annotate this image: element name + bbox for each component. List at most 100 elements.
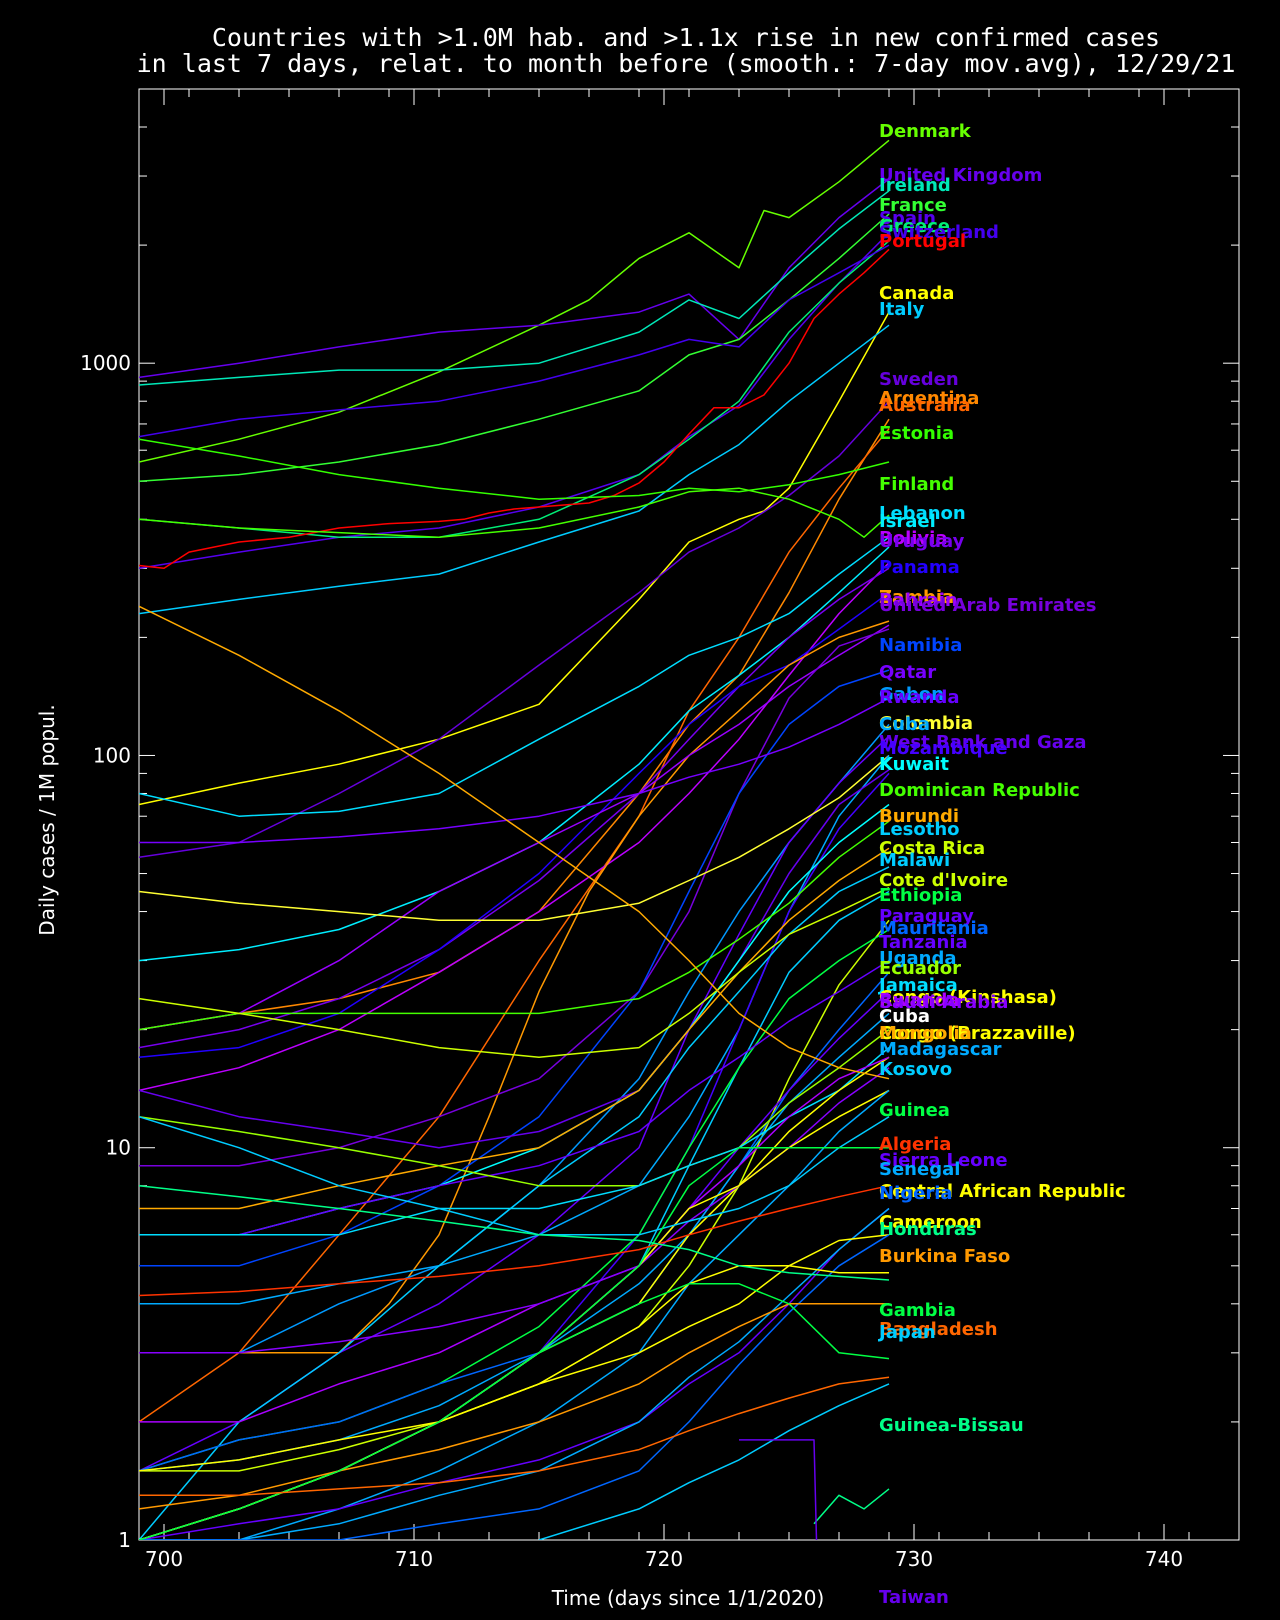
series-line-spain xyxy=(139,232,890,570)
series-line-lebanon xyxy=(139,536,890,817)
series-label-honduras: Honduras xyxy=(879,1219,977,1240)
series-line-cote-d-ivoire xyxy=(139,919,890,1472)
series-label-lebanon: Lebanon xyxy=(879,503,966,524)
series-label-canada: Canada xyxy=(879,283,954,304)
series-label-mongolia: Mongolia xyxy=(879,1023,972,1044)
series-label-central-african-republic: Central African Republic xyxy=(879,1181,1126,1202)
series-label-ireland: Ireland xyxy=(879,175,951,196)
series-label-israel: Israel xyxy=(879,511,936,532)
series-label-qatar: Qatar xyxy=(879,662,936,683)
series-line-bolivia xyxy=(139,562,890,1092)
series-label-cote-d-ivoire: Cote d'Ivoire xyxy=(879,870,1008,891)
series-label-sierra-leone: Sierra Leone xyxy=(879,1150,1008,1171)
series-label-paraguay: Paraguay xyxy=(879,906,974,927)
series-line-israel xyxy=(139,546,890,962)
series-label-ecuador: Ecuador xyxy=(879,958,961,979)
series-label-greece: Greece xyxy=(879,216,950,237)
x-tick-label: 740 xyxy=(1145,1547,1183,1571)
series-label-gambia: Gambia xyxy=(879,1300,956,1321)
series-label-cuba: Cuba xyxy=(879,714,930,735)
series-label-argentina: Argentina xyxy=(879,388,979,409)
series-line-colombia xyxy=(139,754,890,922)
series-label-burkina-faso: Burkina Faso xyxy=(879,1246,1010,1267)
series-label-uruguay: Uruguay xyxy=(879,531,965,552)
series-label-jamaica: Jamaica xyxy=(877,975,958,996)
series-label-mozambique: Mozambique xyxy=(879,738,1008,759)
plot-frame xyxy=(138,88,1240,1541)
series-line-ethiopia xyxy=(139,928,890,1472)
series-line-estonia xyxy=(139,438,890,500)
y-tick-label: 1000 xyxy=(80,351,131,375)
series-label-bangladesh: Bangladesh xyxy=(879,1319,998,1340)
series-label-namibia: Namibia xyxy=(879,635,962,656)
series-line-bahrain xyxy=(139,624,890,1031)
series-line-united-kingdom xyxy=(139,178,890,379)
series-line-uruguay xyxy=(139,567,890,1049)
series-label-japan: Japan xyxy=(877,1322,936,1343)
series-label-rwanda: Rwanda xyxy=(879,990,959,1011)
series-label-bolivia: Bolivia xyxy=(879,528,947,549)
series-label-uganda: Uganda xyxy=(879,948,957,969)
y-tick-label: 10 xyxy=(106,1136,131,1160)
series-label-kuwait: Kuwait xyxy=(879,754,949,775)
x-tick-label: 720 xyxy=(645,1547,683,1571)
series-label-guinea: Guinea xyxy=(879,1100,950,1121)
x-tick-label: 700 xyxy=(145,1547,183,1571)
series-line-switzerland xyxy=(139,244,890,438)
series-line-burundi xyxy=(139,847,890,1210)
series-label-switzerland: Switzerland xyxy=(879,222,999,243)
series-line-burkina-faso xyxy=(139,1303,889,1510)
series-line-honduras xyxy=(139,1184,890,1281)
series-label-united-arab-emirates: United Arab Emirates xyxy=(879,595,1096,616)
series-label-rwanda: Rwanda xyxy=(879,687,959,708)
series-label-tanzania: Tanzania xyxy=(879,932,968,953)
x-tick-label: 730 xyxy=(895,1547,933,1571)
x-tick-label: 710 xyxy=(395,1547,433,1571)
series-line-australia xyxy=(139,428,890,1423)
series-label-panama: Panama xyxy=(879,557,960,578)
series-label-cuba: Cuba xyxy=(879,1006,930,1027)
series-label-saudi-arabia: Saudi Arabia xyxy=(879,992,1008,1013)
series-line-rwanda2 xyxy=(139,1056,890,1423)
series-line-argentina xyxy=(139,418,890,1031)
series-label-senegal: Senegal xyxy=(879,1159,960,1180)
series-line-taiwan xyxy=(739,1439,818,1540)
chart-subtitle: in last 7 days, relat. to month before (… xyxy=(137,49,1236,78)
series-line-malawi xyxy=(139,890,890,1540)
series-line-algeria xyxy=(139,1184,890,1297)
series-line-costa-rica xyxy=(139,887,890,1059)
series-label-kosovo: Kosovo xyxy=(879,1059,952,1080)
series-label-dominican-republic: Dominican Republic xyxy=(879,780,1080,801)
series-line-senegal xyxy=(139,1207,890,1540)
series-line-canada xyxy=(139,311,890,806)
series-label-spain: Spain xyxy=(879,208,936,229)
series-label-costa-rica: Costa Rica xyxy=(879,838,985,859)
plot-area: 700 710 720 730 740 1 10 100 1000 Denmark United K… xyxy=(80,88,1240,1608)
series-label-ethiopia: Ethiopia xyxy=(879,885,962,906)
x-axis-title: Time (days since 1/1/2020) xyxy=(551,1586,825,1610)
series-line-france xyxy=(139,213,890,483)
series-line-japan xyxy=(538,1383,890,1540)
series-lines xyxy=(139,139,890,1540)
series-label-mauritania: Mauritania xyxy=(879,918,989,939)
chart-title: Countries with >1.0M hab. and >1.1x rise… xyxy=(212,23,1160,52)
y-axis-title: Daily cases / 1M popul. xyxy=(35,704,59,935)
series-line-namibia xyxy=(139,669,890,1267)
series-line-west-bank-and-gaza xyxy=(139,769,890,1149)
series-line-bangladesh xyxy=(139,1376,890,1497)
series-label-taiwan: Taiwan xyxy=(879,1587,949,1608)
y-tick-label: 100 xyxy=(93,743,131,767)
series-line-lesotho xyxy=(139,866,890,1540)
series-line-finland xyxy=(139,487,890,538)
series-label-congo-kinshasa-: Congo (Kinshasa) xyxy=(879,987,1057,1008)
series-line-cameroon xyxy=(139,1265,889,1472)
series-label-west-bank-and-gaza: West Bank and Gaza xyxy=(879,732,1087,753)
series-label-australia: Australia xyxy=(879,395,971,416)
series-label-malawi: Malawi xyxy=(879,850,950,871)
series-line-jamaica xyxy=(139,1047,890,1236)
series-label-algeria: Algeria xyxy=(879,1134,951,1155)
series-line-mauritania xyxy=(139,971,890,1472)
series-label-finland: Finland xyxy=(879,474,954,495)
